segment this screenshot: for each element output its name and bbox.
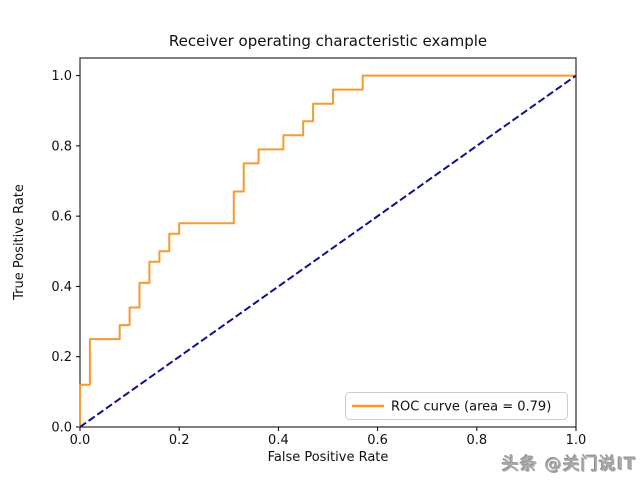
watermark-text: 头条 @关门说IT [502, 455, 637, 475]
y-tick-label: 0.8 [51, 139, 72, 154]
y-tick-label: 0.2 [51, 350, 72, 365]
chance-diagonal-line [79, 74, 577, 428]
data-series [79, 74, 577, 428]
plot-frame [79, 57, 577, 428]
y-tick-label: 1.0 [51, 69, 72, 84]
y-axis-label: True Positive Rate [12, 184, 27, 301]
x-tick-label: 0.6 [367, 433, 388, 448]
legend-roc-label: ROC curve (area = 0.79) [391, 400, 551, 415]
x-tick-label: 0.2 [169, 433, 190, 448]
y-tick-label: 0.0 [51, 421, 72, 436]
roc-curve-line [79, 74, 576, 427]
x-axis-label: False Positive Rate [268, 450, 389, 465]
x-tick-label: 0.0 [70, 433, 91, 448]
y-tick-label: 0.6 [51, 210, 72, 225]
x-tick-label: 0.4 [268, 433, 289, 448]
x-tick-label: 0.8 [466, 433, 487, 448]
x-tick-label: 1.0 [566, 433, 587, 448]
legend-box: ROC curve (area = 0.79) [345, 392, 568, 420]
chart-title: Receiver operating characteristic exampl… [169, 32, 487, 50]
axis-ticks: 0.0 0.2 0.4 0.6 0.8 1.0 0.0 0.2 0.4 0.6 0.8 1.0 [51, 69, 586, 448]
legend-frame [345, 392, 568, 420]
y-tick-label: 0.4 [51, 280, 72, 295]
